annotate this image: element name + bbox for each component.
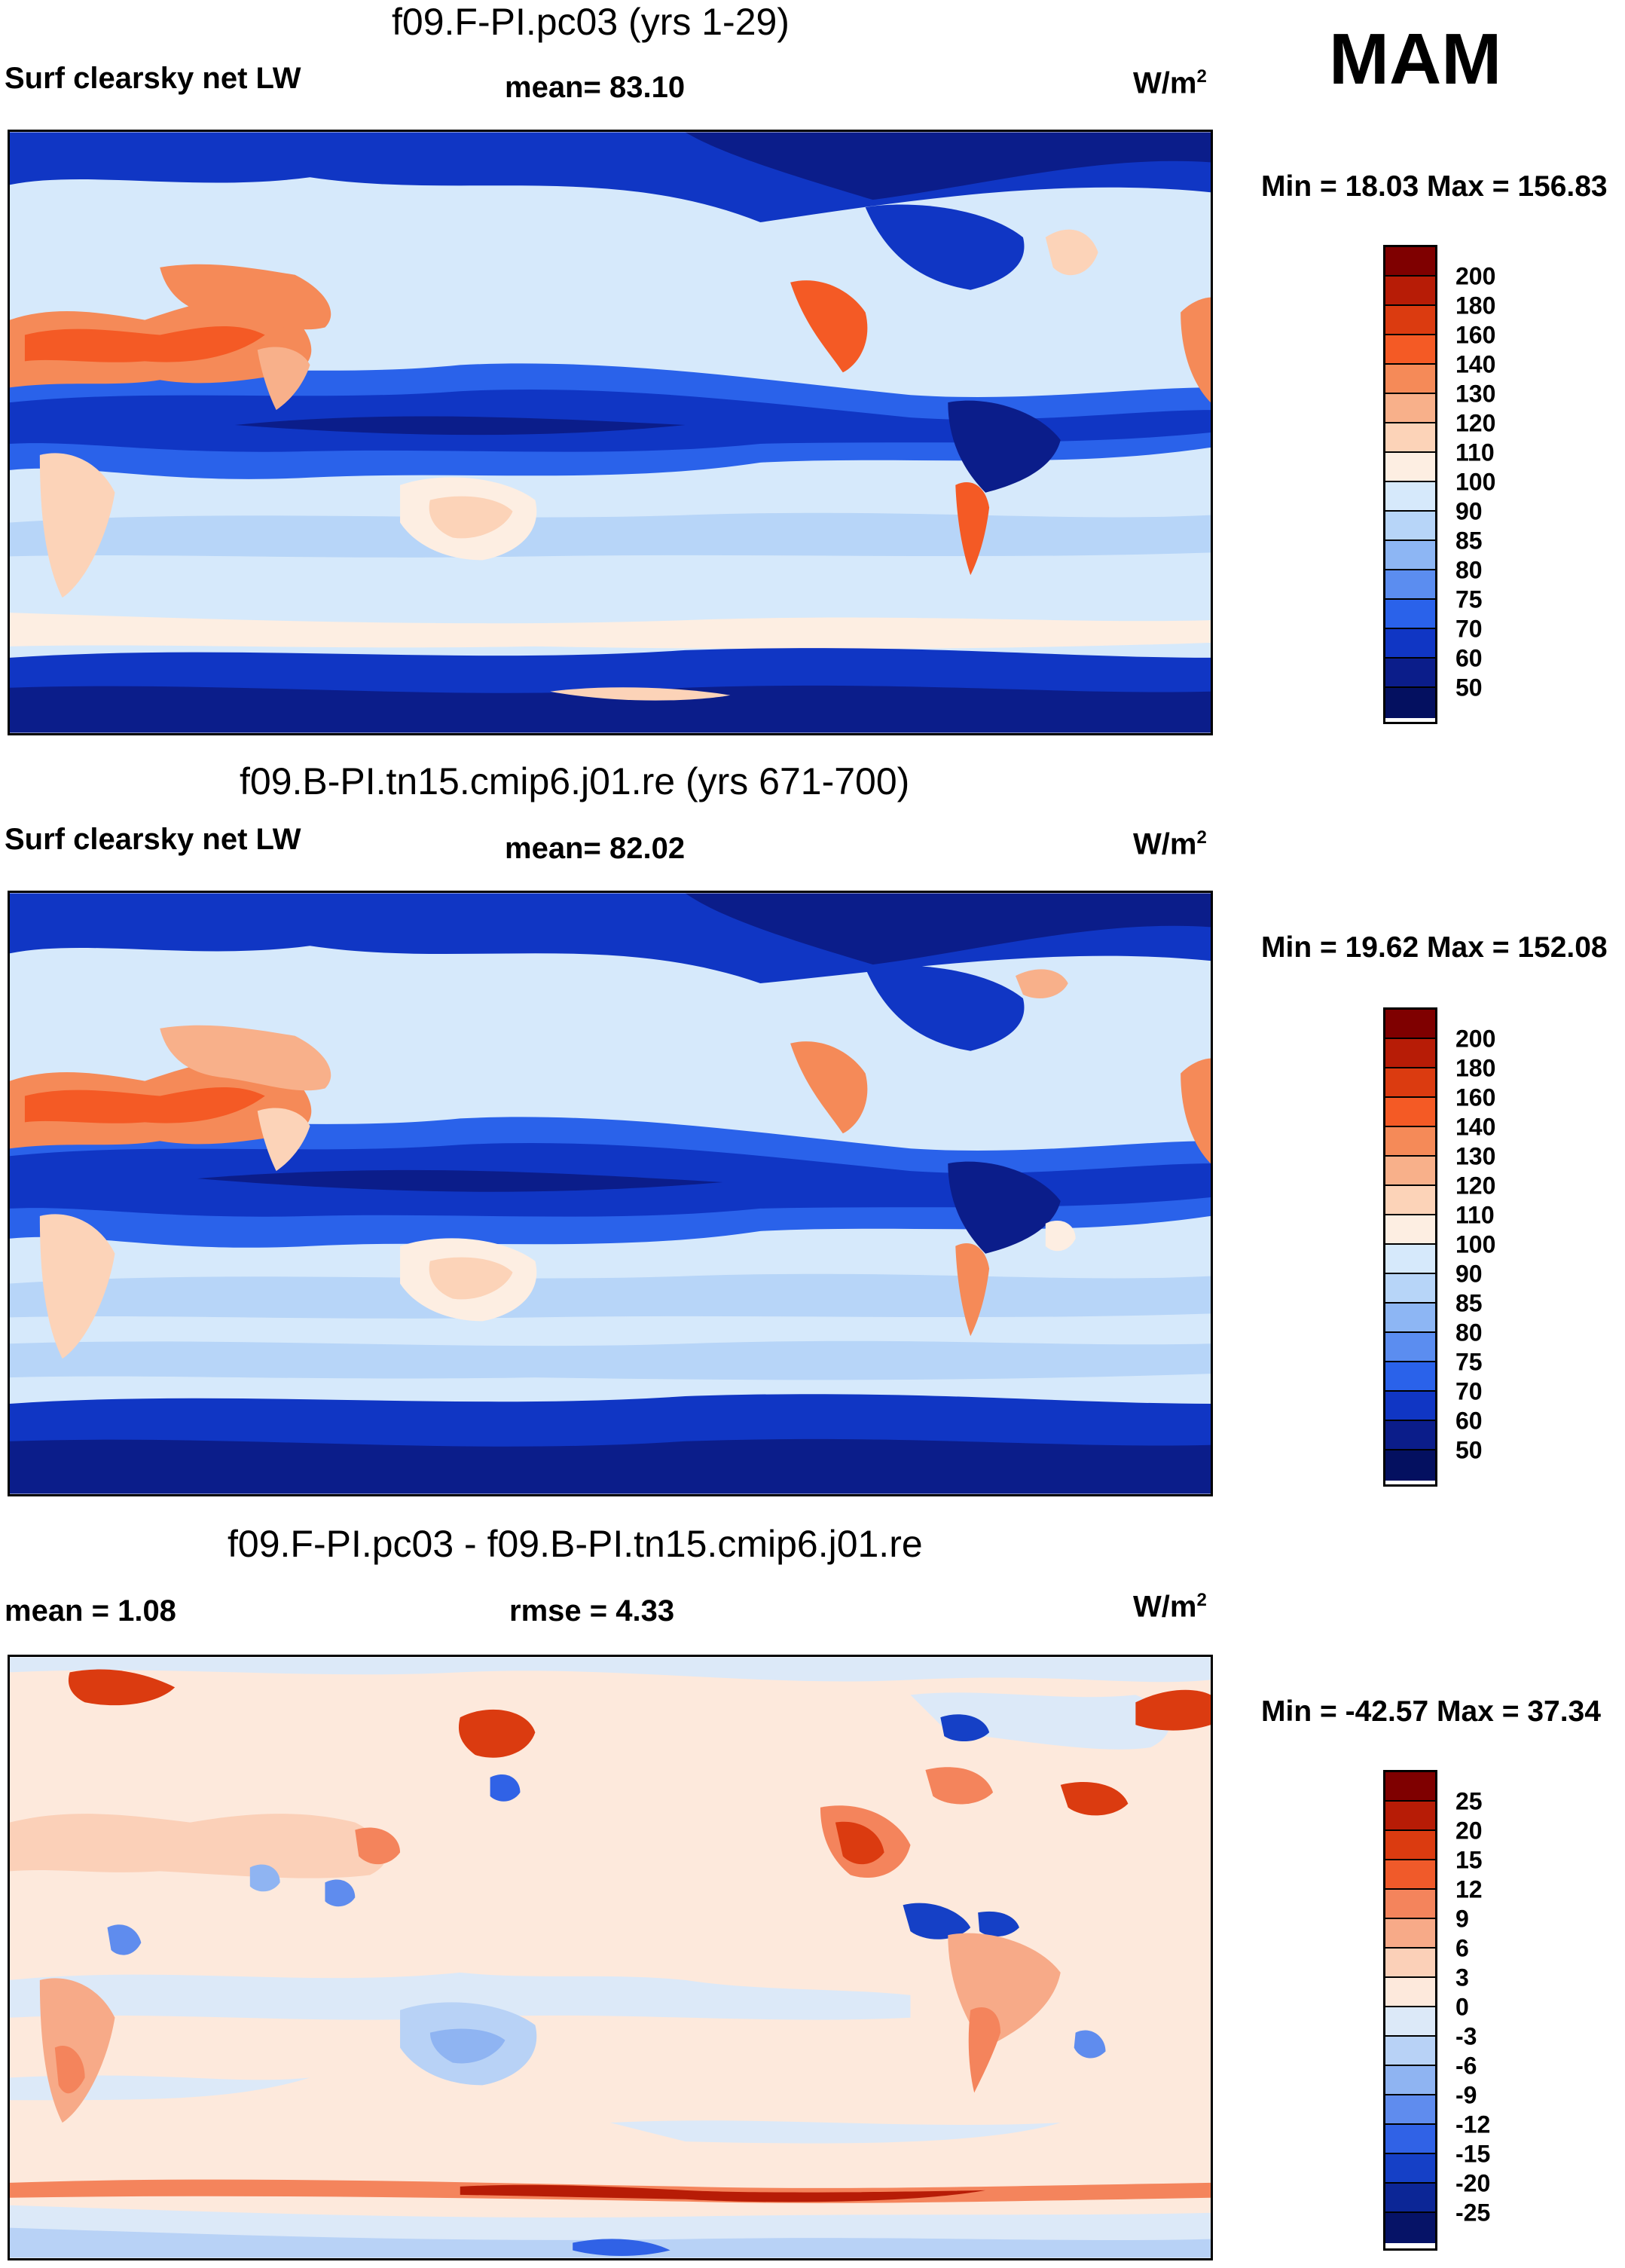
panel1-units: W/m2 <box>1133 66 1207 100</box>
panel2-colorbar-tick: 130 <box>1455 1142 1496 1170</box>
panel1-map <box>8 130 1213 735</box>
panel3-title: f09.F-PI.pc03 - f09.B-PI.tn15.cmip6.j01.… <box>228 1523 923 1565</box>
panel1-colorbar-tick: 160 <box>1455 321 1496 349</box>
panel1-colorbar-tick: 70 <box>1455 615 1483 643</box>
panel1-colorbar-tick: 200 <box>1455 262 1496 290</box>
panel2-units: W/m2 <box>1133 827 1207 861</box>
panel1-colorbar-tick: 180 <box>1455 292 1496 319</box>
panel1-title: f09.F-PI.pc03 (yrs 1-29) <box>392 1 790 43</box>
panel2-colorbar-tick: 160 <box>1455 1084 1496 1111</box>
panel3-colorbar-tick: 9 <box>1455 1905 1469 1933</box>
panel3-map <box>8 1655 1213 2260</box>
season-label: MAM <box>1329 19 1502 99</box>
panel2-colorbar-tick: 140 <box>1455 1113 1496 1141</box>
panel3-colorbar-tick: 6 <box>1455 1934 1469 1962</box>
panel1-colorbar-tick: 140 <box>1455 350 1496 378</box>
panel3-colorbar-tick: -3 <box>1455 2022 1477 2050</box>
panel1-colorbar-tick: 120 <box>1455 409 1496 437</box>
panel1-colorbar-tick: 80 <box>1455 556 1483 584</box>
panel3-colorbar-tick: -6 <box>1455 2052 1477 2080</box>
panel1-colorbar-tick: 90 <box>1455 497 1483 525</box>
panel2-variable-label: Surf clearsky net LW <box>5 823 301 856</box>
panel2-mean-label: mean= 82.02 <box>505 832 686 865</box>
panel3-mean-label: mean = 1.08 <box>5 1594 176 1628</box>
panel1-colorbar-tick: 50 <box>1455 674 1483 701</box>
panel3-colorbar-tick: 12 <box>1455 1875 1483 1903</box>
panel2-colorbar-tick: 80 <box>1455 1319 1483 1346</box>
panel3-colorbar-tick: -25 <box>1455 2199 1491 2227</box>
panel2-minmax: Min = 19.62 Max = 152.08 <box>1261 931 1608 964</box>
panel2-colorbar-tick: 50 <box>1455 1436 1483 1464</box>
panel3-colorbar-tick: -15 <box>1455 2140 1491 2168</box>
panel2-colorbar-tick: 100 <box>1455 1230 1496 1258</box>
panel2-colorbar <box>1383 1007 1437 1487</box>
panel3-colorbar-tick: -20 <box>1455 2169 1491 2197</box>
panel2-title: f09.B-PI.tn15.cmip6.j01.re (yrs 671-700) <box>240 760 910 802</box>
panel1-colorbar <box>1383 245 1437 724</box>
panel3-colorbar <box>1383 1770 1437 2251</box>
panel2-colorbar-tick: 200 <box>1455 1025 1496 1053</box>
panel1-colorbar-tick: 100 <box>1455 468 1496 496</box>
panel1-colorbar-tick: 75 <box>1455 585 1483 613</box>
panel2-colorbar-tick: 70 <box>1455 1377 1483 1405</box>
panel1-colorbar-tick: 60 <box>1455 644 1483 672</box>
panel2-colorbar-tick: 180 <box>1455 1054 1496 1082</box>
panel3-colorbar-tick: 25 <box>1455 1787 1483 1815</box>
panel1-mean-label: mean= 83.10 <box>505 71 686 104</box>
panel3-colorbar-tick: 3 <box>1455 1964 1469 1991</box>
panel3-colorbar-tick: 20 <box>1455 1817 1483 1845</box>
panel1-variable-label: Surf clearsky net LW <box>5 62 301 95</box>
panel3-colorbar-tick: -12 <box>1455 2111 1491 2138</box>
panel2-colorbar-tick: 110 <box>1455 1201 1495 1229</box>
panel3-colorbar-tick: 0 <box>1455 1993 1469 2021</box>
panel2-colorbar-tick: 120 <box>1455 1172 1496 1200</box>
panel1-colorbar-tick: 130 <box>1455 380 1496 408</box>
panel3-colorbar-tick: 15 <box>1455 1846 1483 1874</box>
panel2-map <box>8 891 1213 1496</box>
panel3-rmse-label: rmse = 4.33 <box>509 1594 675 1628</box>
panel1-colorbar-tick: 110 <box>1455 439 1495 466</box>
panel2-colorbar-tick: 85 <box>1455 1289 1483 1317</box>
panel1-map-field <box>10 132 1211 733</box>
panel3-colorbar-tick: -9 <box>1455 2081 1477 2109</box>
panel1-colorbar-tick: 85 <box>1455 527 1483 555</box>
panel2-colorbar-tick: 60 <box>1455 1407 1483 1435</box>
panel3-map-field <box>10 1657 1211 2258</box>
panel1-minmax: Min = 18.03 Max = 156.83 <box>1261 170 1608 203</box>
panel2-map-field <box>10 893 1211 1494</box>
panel3-units: W/m2 <box>1133 1590 1207 1624</box>
panel2-colorbar-tick: 75 <box>1455 1348 1483 1376</box>
panel2-colorbar-tick: 90 <box>1455 1260 1483 1288</box>
panel3-minmax: Min = -42.57 Max = 37.34 <box>1261 1695 1601 1728</box>
